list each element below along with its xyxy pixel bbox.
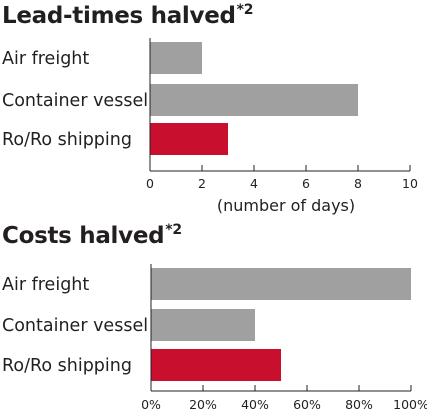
bar [150, 123, 228, 155]
category-label: Ro/Ro shipping [2, 356, 132, 376]
category-label: Container vessel [2, 91, 148, 111]
x-tick-label: 0 [146, 176, 154, 191]
x-tick-label: 20% [189, 397, 217, 411]
x-tick-label: 100% [393, 397, 427, 411]
x-tick-label: 2 [198, 176, 206, 191]
lead-times-plot: Air freight Container vessel Ro/Ro shippin… [2, 38, 418, 215]
chart-title-footnote: *2 [165, 222, 182, 238]
category-label: Air freight [2, 275, 89, 295]
x-tick-label: 40% [241, 397, 269, 411]
category-label: Air freight [2, 49, 89, 69]
bar [150, 42, 202, 74]
bar [151, 349, 281, 381]
bar [151, 268, 411, 300]
chart-title-text: Costs halved [2, 223, 165, 249]
chart-title-text: Lead-times halved [2, 3, 236, 29]
x-tick-label: 6 [302, 176, 310, 191]
bar [150, 84, 358, 116]
x-tick-label: 8 [354, 176, 362, 191]
bar [151, 309, 255, 341]
chart-title-footnote: *2 [236, 2, 254, 18]
x-tick-label: 80% [345, 397, 373, 411]
x-tick-label: 0% [141, 397, 161, 411]
category-label: Container vessel [2, 316, 148, 336]
x-axis-label: (number of days) [217, 196, 355, 215]
x-tick-label: 4 [250, 176, 258, 191]
chart-title: Costs halved*2 [2, 222, 182, 249]
x-tick-label: 60% [293, 397, 321, 411]
x-tick-label: 10 [402, 176, 418, 191]
chart-title: Lead-times halved*2 [2, 2, 253, 29]
category-label: Ro/Ro shipping [2, 130, 132, 150]
